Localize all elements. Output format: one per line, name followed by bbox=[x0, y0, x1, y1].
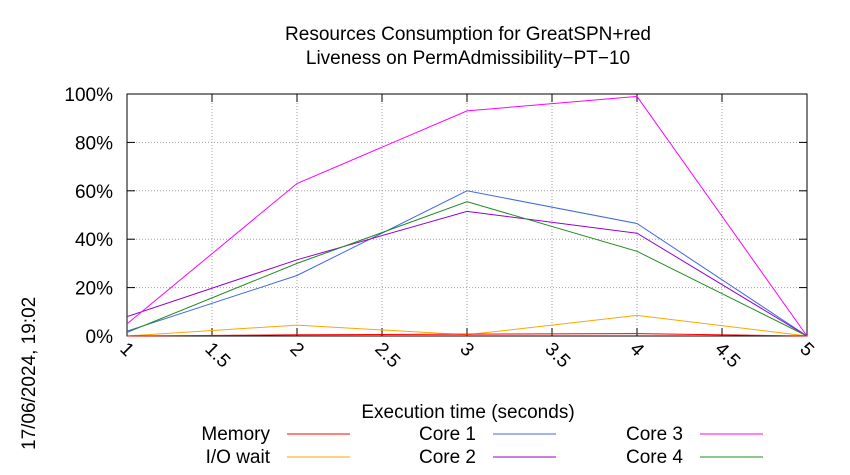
x-tick-label: 3.5 bbox=[540, 339, 574, 373]
y-tick-label: 40% bbox=[75, 230, 113, 251]
grid-lines bbox=[127, 94, 807, 336]
series-line-i-o-wait bbox=[126, 314, 808, 337]
series-line-core-3 bbox=[126, 95, 808, 337]
series-line-core-4 bbox=[126, 201, 808, 337]
x-tick-label: 5 bbox=[795, 339, 817, 361]
x-tick-label: 2 bbox=[285, 339, 307, 361]
x-tick-label: 4.5 bbox=[710, 339, 744, 373]
x-tick-label: 4 bbox=[625, 339, 648, 362]
y-tick-label: 80% bbox=[75, 133, 113, 154]
legend-label: Core 3 bbox=[626, 424, 683, 445]
series-line-core-1 bbox=[126, 190, 808, 337]
y-axis-ticks: 0% 20% 40% 60% 80% 100% bbox=[64, 85, 807, 348]
y-tick-label: 60% bbox=[75, 182, 113, 203]
legend-label: Memory bbox=[201, 424, 270, 445]
y-tick-label: 20% bbox=[75, 279, 113, 300]
data-series bbox=[126, 95, 808, 337]
legend-label: Core 1 bbox=[419, 424, 476, 445]
x-tick-label: 1.5 bbox=[200, 339, 234, 373]
chart-title-line-2: Liveness on PermAdmissibility−PT−10 bbox=[306, 48, 630, 69]
x-axis-label: Execution time (seconds) bbox=[361, 402, 574, 423]
legend-label: I/O wait bbox=[206, 447, 271, 468]
legend-label: Core 2 bbox=[419, 447, 476, 468]
x-tick-label: 3 bbox=[455, 339, 477, 361]
legend-label: Core 4 bbox=[626, 447, 683, 468]
x-tick-label: 1 bbox=[115, 339, 137, 361]
timestamp-label: 17/06/2024, 19:02 bbox=[19, 297, 40, 450]
series-line-core-2 bbox=[126, 210, 808, 337]
series-line-memory bbox=[126, 333, 808, 337]
x-tick-label: 2.5 bbox=[370, 339, 404, 373]
y-tick-label: 0% bbox=[86, 327, 114, 348]
y-tick-label: 100% bbox=[64, 85, 113, 106]
chart-title-line-1: Resources Consumption for GreatSPN+red bbox=[285, 24, 651, 45]
